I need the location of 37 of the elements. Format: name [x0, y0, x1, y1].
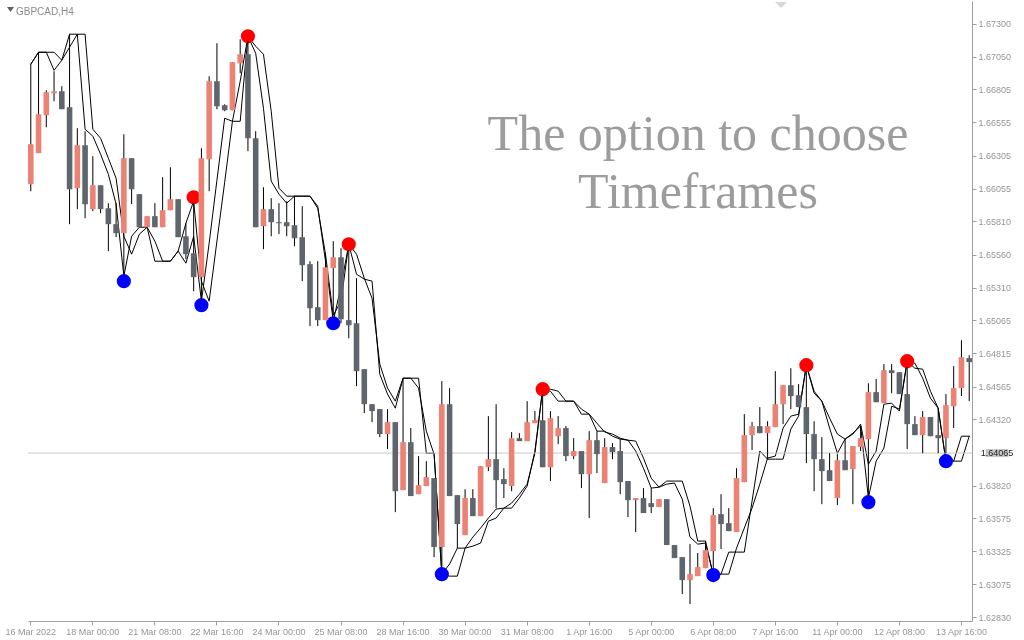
x-tick-label: 25 Mar 08:00 — [314, 626, 368, 637]
y-tick-label: 1.66555 — [978, 117, 1012, 128]
x-tick-label: 7 Apr 16:00 — [752, 626, 799, 637]
y-tick-label: 1.67300 — [978, 19, 1012, 30]
y-tick-label: 1.63075 — [978, 579, 1012, 590]
x-tick-label: 12 Apr 08:00 — [873, 626, 925, 637]
y-tick-label: 1.64320 — [978, 414, 1012, 425]
y-tick-label: 1.62830 — [978, 612, 1012, 623]
y-tick-label: 1.67050 — [978, 52, 1012, 63]
y-tick-label: 1.65065 — [978, 315, 1012, 326]
y-tick-label: 1.63575 — [978, 513, 1012, 524]
x-tick-label: 24 Mar 00:00 — [252, 626, 306, 637]
y-tick-label: 1.66805 — [978, 84, 1012, 95]
x-tick-label: 6 Apr 08:00 — [690, 626, 737, 637]
y-tick-label: 1.63820 — [978, 481, 1012, 492]
y-tick-label: 1.64565 — [978, 382, 1012, 393]
x-tick-label: 22 Mar 16:00 — [190, 626, 244, 637]
ref-line-label: 1.64065 — [980, 448, 1014, 459]
x-tick-label: 28 Mar 16:00 — [376, 626, 430, 637]
chart-title: GBPCAD,H4 — [16, 6, 75, 17]
y-tick-label: 1.64815 — [978, 348, 1012, 359]
y-tick-label: 1.65310 — [978, 283, 1012, 294]
x-tick-label: 21 Mar 08:00 — [128, 626, 182, 637]
x-tick-label: 31 Mar 08:00 — [500, 626, 554, 637]
y-tick-label: 1.66305 — [978, 151, 1012, 162]
x-tick-label: 16 Mar 2022 — [5, 626, 57, 637]
x-tick-label: 11 Apr 00:00 — [812, 626, 863, 637]
x-tick-label: 5 Apr 00:00 — [628, 626, 675, 637]
y-tick-label: 1.66055 — [978, 184, 1012, 195]
x-tick-label: 30 Mar 00:00 — [438, 626, 492, 637]
y-tick-label: 1.63325 — [978, 546, 1012, 557]
x-tick-label: 13 Apr 16:00 — [935, 626, 987, 637]
y-tick-label: 1.65810 — [978, 216, 1012, 227]
x-tick-label: 18 Mar 00:00 — [66, 626, 120, 637]
x-tick-label: 1 Apr 16:00 — [566, 626, 613, 637]
annotation: The option to choose Timeframes — [486, 104, 910, 220]
y-tick-label: 1.65560 — [978, 250, 1012, 261]
